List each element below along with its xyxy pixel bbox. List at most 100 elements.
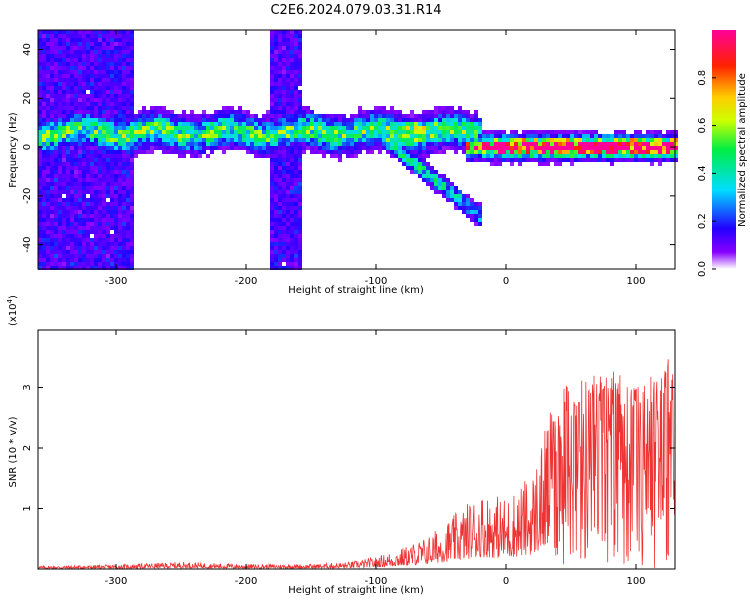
- spectrogram-cell: [282, 174, 286, 178]
- spectrogram-cell: [130, 70, 134, 74]
- spectrogram-cell: [46, 222, 50, 226]
- spectrogram-cell: [630, 142, 634, 146]
- spectrogram-cell: [382, 138, 386, 142]
- spectrogram-cell: [294, 206, 298, 210]
- spectrogram-cell: [46, 246, 50, 250]
- spectrogram-cell: [322, 134, 326, 138]
- spectrogram-cell: [642, 154, 646, 158]
- spectrogram-cell: [78, 198, 82, 202]
- spectrogram-cell: [666, 130, 670, 134]
- spectrogram-cell: [614, 146, 618, 150]
- spectrogram-cell: [110, 110, 114, 114]
- spectrogram-cell: [442, 190, 446, 194]
- spectrogram-cell: [110, 194, 114, 198]
- spectrogram-cell: [158, 146, 162, 150]
- spectrogram-cell: [210, 130, 214, 134]
- spectrogram-cell: [578, 130, 582, 134]
- spectrogram-cell: [126, 130, 130, 134]
- spectrogram-cell: [82, 166, 86, 170]
- spectrogram-cell: [254, 118, 258, 122]
- spectrogram-cell: [274, 110, 278, 114]
- spectrogram-cell: [62, 178, 66, 182]
- spectrogram-cell: [42, 222, 46, 226]
- spectrogram-cell: [358, 138, 362, 142]
- spectrogram-cell: [318, 130, 322, 134]
- spectrogram-cell: [70, 182, 74, 186]
- spectrogram-cell: [638, 154, 642, 158]
- spectrogram-cell: [398, 114, 402, 118]
- spectrogram-cell: [114, 246, 118, 250]
- spectrogram-cell: [130, 170, 134, 174]
- spectrogram-cell: [666, 154, 670, 158]
- spectrogram-cell: [278, 198, 282, 202]
- spectrogram-cell: [46, 146, 50, 150]
- spectrogram-cell: [270, 58, 274, 62]
- spectrogram-cell: [122, 182, 126, 186]
- spectrogram-cell: [198, 122, 202, 126]
- spectrogram-cell: [362, 146, 366, 150]
- spectrogram-cell: [46, 162, 50, 166]
- spectrogram-cell: [438, 126, 442, 130]
- spectrogram-cell: [346, 154, 350, 158]
- spectrogram-cell: [66, 230, 70, 234]
- spectrogram-cell: [98, 142, 102, 146]
- spectrogram-cell: [290, 82, 294, 86]
- spectrogram-cell: [378, 126, 382, 130]
- spectrogram-cell: [74, 42, 78, 46]
- spectrogram-cell: [142, 146, 146, 150]
- spectrogram-cell: [42, 110, 46, 114]
- spectrogram-cell: [602, 158, 606, 162]
- spectrogram-cell: [150, 142, 154, 146]
- spectrogram-cell: [294, 230, 298, 234]
- spectrogram-cell: [546, 142, 550, 146]
- spectrogram-cell: [110, 158, 114, 162]
- spectrogram-cell: [110, 242, 114, 246]
- spectrogram-cell: [38, 62, 42, 66]
- spectrogram-cell: [106, 210, 110, 214]
- spectrogram-cell: [106, 146, 110, 150]
- spectrogram-cell: [410, 166, 414, 170]
- spectrogram-cell: [118, 266, 122, 270]
- spectrogram-cell: [90, 98, 94, 102]
- spectrogram-cell: [46, 34, 50, 38]
- spectrogram-cell: [122, 38, 126, 42]
- spectrogram-cell: [82, 106, 86, 110]
- spectrogram-cell: [406, 134, 410, 138]
- spectrogram-cell: [522, 158, 526, 162]
- spectrogram-cell: [238, 138, 242, 142]
- spectrogram-cell: [46, 30, 50, 34]
- spectrogram-cell: [110, 222, 114, 226]
- spectrogram-cell: [82, 214, 86, 218]
- spectrogram-cell: [334, 150, 338, 154]
- spectrogram-cell: [478, 126, 482, 130]
- spectrogram-cell: [462, 210, 466, 214]
- spectrogram-cell: [226, 110, 230, 114]
- spectrogram-cell: [126, 206, 130, 210]
- spectrogram-cell: [282, 46, 286, 50]
- spectrogram-cell: [158, 130, 162, 134]
- spectrogram-cell: [410, 130, 414, 134]
- spectrogram-cell: [94, 258, 98, 262]
- spectrogram-cell: [266, 110, 270, 114]
- spectrogram-cell: [414, 146, 418, 150]
- spectrogram-cell: [526, 146, 530, 150]
- spectrogram-cell: [54, 42, 58, 46]
- spectrogram-cell: [110, 262, 114, 266]
- spectrogram-cell: [98, 170, 102, 174]
- spectrogram-cell: [426, 182, 430, 186]
- snr-y-ticks: 123: [22, 384, 675, 512]
- spectrogram-cell: [66, 254, 70, 258]
- spectrogram-cell: [78, 90, 82, 94]
- spectrogram-cell: [102, 142, 106, 146]
- spectrogram-cell: [38, 266, 42, 270]
- spectrogram-cell: [106, 122, 110, 126]
- spectrogram-cell: [594, 146, 598, 150]
- spectrogram-cell: [274, 54, 278, 58]
- spectrogram-cell: [58, 66, 62, 70]
- spectrogram-cell: [130, 94, 134, 98]
- spectrogram-cell: [106, 258, 110, 262]
- spectrogram-cell: [66, 214, 70, 218]
- spectrogram-cell: [98, 162, 102, 166]
- spectrogram-cell: [102, 206, 106, 210]
- spectrogram-cell: [66, 210, 70, 214]
